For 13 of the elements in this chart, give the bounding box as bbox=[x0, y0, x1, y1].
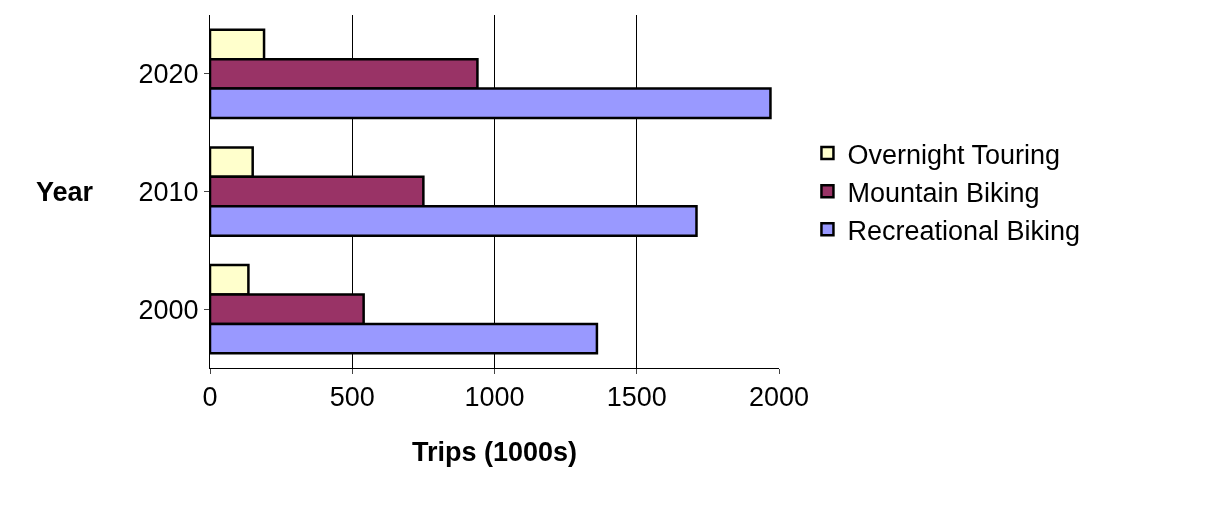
x-tick-label: 500 bbox=[329, 382, 375, 413]
y-axis-title: Year bbox=[36, 177, 94, 207]
legend-label: Recreational Biking bbox=[847, 215, 1081, 246]
x-tick-label: 1000 bbox=[464, 382, 525, 413]
y-tick-label: 2010 bbox=[138, 176, 199, 207]
y-tick-label: 2020 bbox=[138, 59, 199, 90]
legend-label: Mountain Biking bbox=[847, 177, 1040, 208]
x-axis-title: Trips (1000s) bbox=[411, 436, 578, 467]
x-tick-label: 1500 bbox=[606, 382, 667, 413]
x-tick-label: 2000 bbox=[748, 382, 810, 413]
x-tick-label: 0 bbox=[202, 382, 218, 413]
y-tick-label: 2000 bbox=[138, 294, 199, 325]
legend-label: Overnight Touring bbox=[847, 139, 1061, 170]
